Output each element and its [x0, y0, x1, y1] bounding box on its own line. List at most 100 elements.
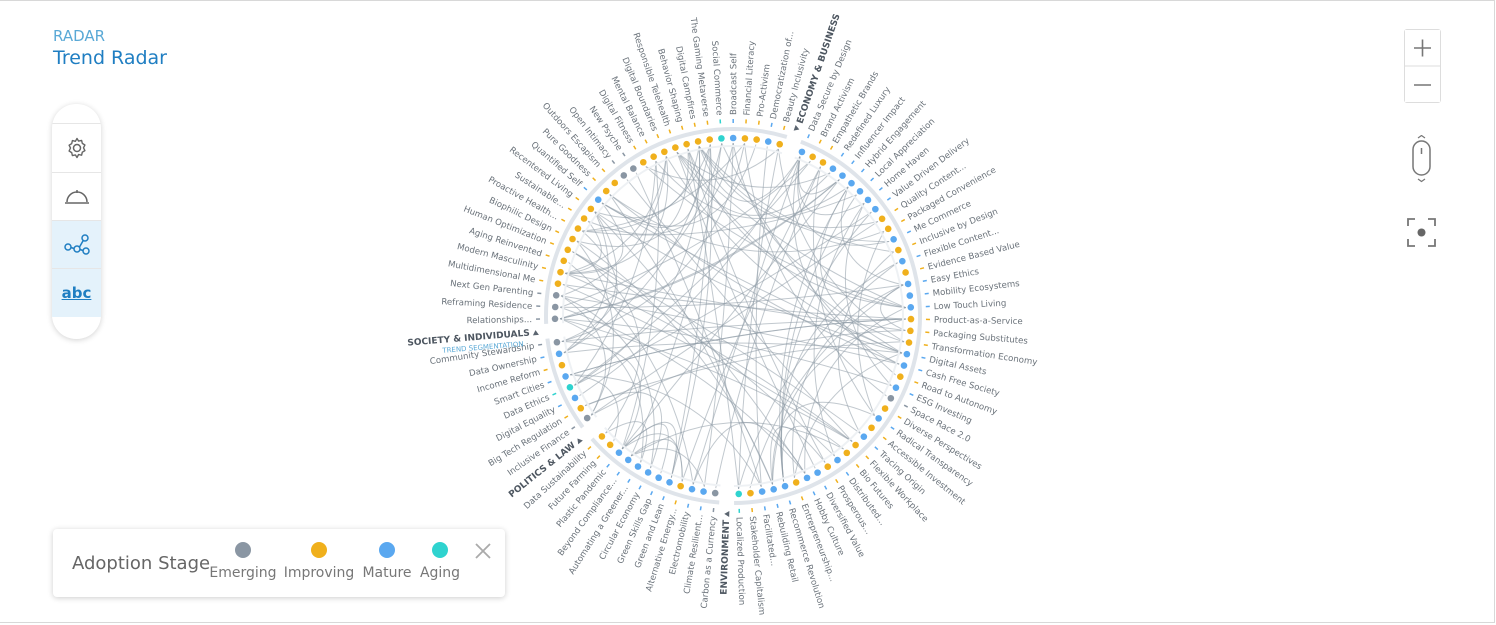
- connection-line: [687, 148, 906, 309]
- trend-dots: [536, 118, 930, 513]
- trend-tick: [557, 404, 563, 408]
- trend-dot: [829, 165, 837, 173]
- trend-dot: [729, 134, 737, 142]
- connection-line: [561, 318, 906, 342]
- trend-dot: [554, 280, 562, 287]
- trend-dot: [677, 482, 684, 490]
- trend-dot: [843, 449, 851, 457]
- radar-view-button[interactable]: [52, 172, 101, 221]
- connection-line: [582, 143, 745, 232]
- trend-tick: [886, 197, 891, 201]
- trend-dot: [560, 257, 568, 265]
- trend-tick: [674, 500, 677, 505]
- trend-tick: [890, 426, 895, 430]
- segment-label: ENVIRONMENT: [720, 519, 733, 595]
- trend-tick: [538, 343, 543, 346]
- trend-tick: [539, 279, 544, 282]
- trend-dot: [562, 373, 569, 380]
- trend-tick: [870, 177, 875, 182]
- trend-tick: [571, 426, 576, 430]
- labels-button[interactable]: abc: [52, 268, 101, 317]
- connection-line: [621, 433, 683, 482]
- trend-tick: [894, 207, 899, 212]
- legend-close[interactable]: [473, 541, 493, 561]
- gear-icon: [67, 137, 86, 159]
- connection-line: [570, 318, 906, 376]
- trend-dot: [551, 303, 559, 311]
- trend-tick: [911, 242, 917, 246]
- trend-dot: [900, 362, 908, 369]
- connection-line: [645, 166, 906, 309]
- trend-tick: [770, 122, 773, 127]
- trend-tick: [776, 503, 779, 508]
- trend-dot: [907, 327, 914, 335]
- trend-tick: [656, 133, 660, 139]
- trend-dot: [688, 485, 696, 493]
- trend-tick: [865, 455, 870, 460]
- connection-line: [777, 148, 905, 343]
- trend-dot: [571, 394, 579, 402]
- connection-line: [819, 186, 905, 343]
- trend-tick: [540, 356, 545, 359]
- connection-line: [563, 342, 903, 354]
- settings-button[interactable]: [52, 123, 101, 172]
- trend-tick: [914, 381, 919, 384]
- trend-tick: [835, 478, 839, 484]
- connections-button[interactable]: [52, 220, 101, 269]
- trend-tick: [561, 218, 566, 222]
- trend-dot: [564, 246, 572, 254]
- trend-dot: [630, 165, 637, 172]
- trend-dot: [887, 394, 895, 402]
- connection-line: [574, 161, 657, 386]
- connection-line: [676, 151, 831, 188]
- trend-dot: [694, 138, 702, 145]
- trend-tick: [706, 120, 709, 125]
- fit-view-button[interactable]: [1406, 217, 1437, 248]
- trend-tick: [583, 186, 588, 191]
- connection-line: [738, 148, 779, 489]
- connection-line: [692, 156, 801, 485]
- connection-line: [844, 203, 892, 386]
- trend-dot: [903, 350, 911, 358]
- trend-tick: [757, 120, 760, 125]
- legend-label: Aging: [419, 565, 461, 581]
- trend-dot: [655, 474, 662, 482]
- trend-tick: [555, 230, 560, 234]
- connection-line: [655, 160, 849, 219]
- connection-line: [665, 156, 903, 354]
- trend-dot: [776, 140, 784, 148]
- trend-tick: [903, 404, 909, 408]
- trend-tick: [906, 230, 912, 234]
- trend-dot: [620, 172, 628, 179]
- trend-dot: [819, 159, 827, 166]
- connection-line: [698, 146, 801, 202]
- connection-line: [560, 295, 655, 469]
- trend-tick: [638, 485, 642, 490]
- connection-line: [584, 341, 905, 407]
- trend-dot: [718, 135, 725, 142]
- trend-tick: [611, 159, 616, 165]
- connection-line: [562, 284, 853, 442]
- trend-dot: [852, 441, 859, 449]
- trend-dot: [839, 172, 846, 179]
- trend-tick: [552, 392, 557, 396]
- trend-dot: [875, 415, 882, 422]
- zoom-out[interactable]: [1405, 67, 1440, 102]
- trend-tick: [923, 344, 928, 347]
- trend-tick: [788, 500, 792, 505]
- connection-line: [563, 211, 618, 354]
- trend-tick: [909, 393, 914, 396]
- connection-line: [576, 240, 614, 416]
- trend-tick: [616, 471, 621, 476]
- segment-inner-arc: [733, 156, 904, 487]
- trend-dot: [553, 338, 561, 346]
- connection-line: [798, 156, 840, 195]
- zoom-in[interactable]: [1405, 30, 1440, 66]
- trend-tick: [855, 463, 860, 468]
- trend-tick: [668, 129, 672, 134]
- segment-arc: [545, 338, 585, 429]
- connection-line: [561, 143, 746, 342]
- connection-line: [630, 448, 705, 487]
- trend-dot: [770, 485, 777, 493]
- connection-line: [601, 202, 903, 354]
